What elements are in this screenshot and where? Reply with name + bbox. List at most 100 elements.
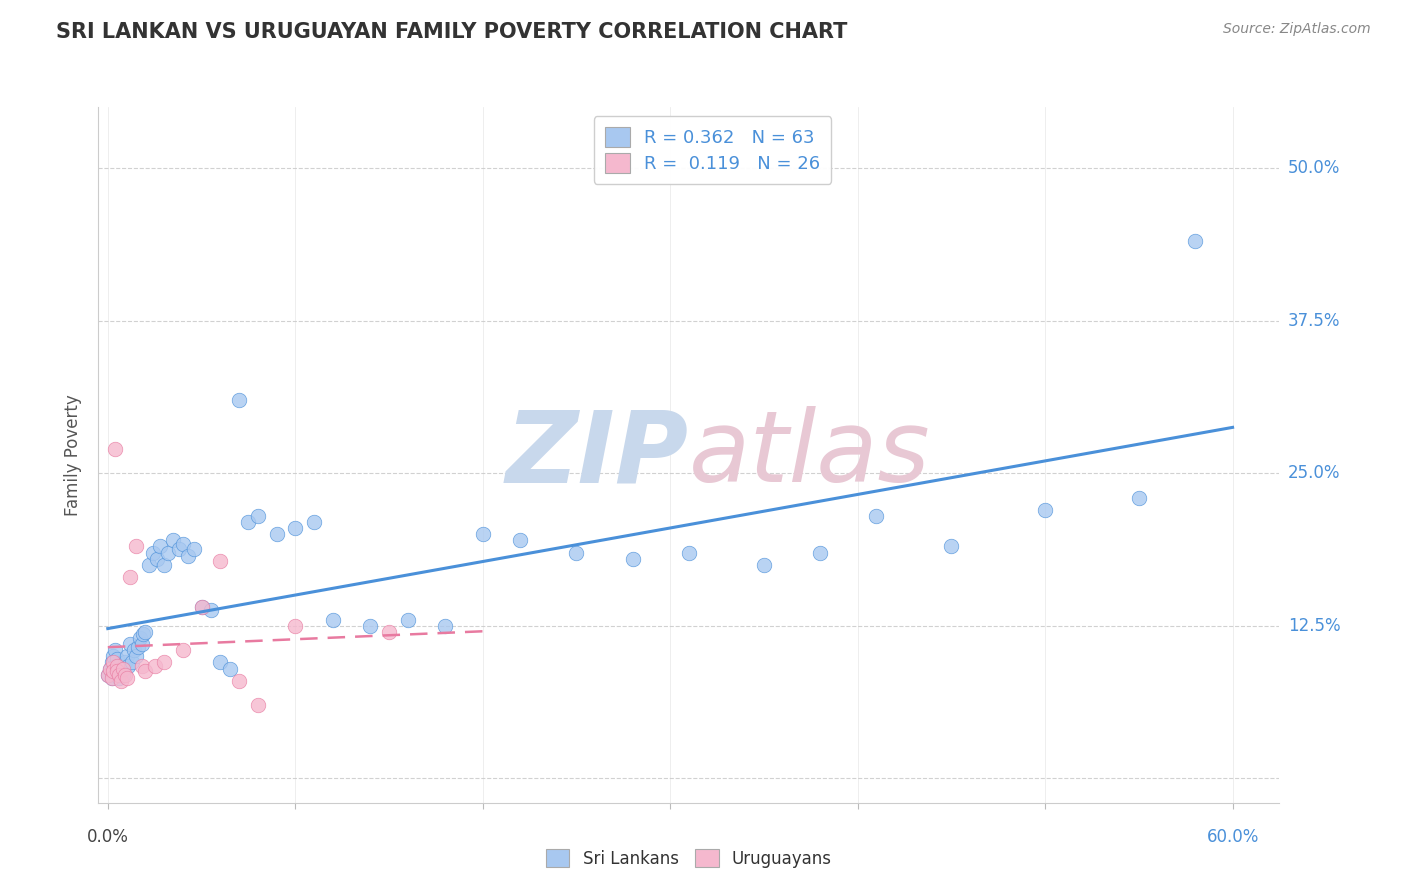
Point: [266, 527, 288, 541]
Point: [103, 664, 125, 678]
Point: [105, 664, 128, 678]
Point: [471, 527, 494, 541]
Point: [100, 656, 122, 670]
Point: [97, 667, 120, 681]
Point: [678, 545, 700, 559]
Point: [238, 515, 260, 529]
Point: [103, 656, 125, 670]
Point: [153, 656, 176, 670]
Text: 25.0%: 25.0%: [1288, 464, 1340, 483]
Point: [128, 631, 150, 645]
Point: [105, 664, 128, 678]
Point: [172, 643, 194, 657]
Point: [509, 533, 531, 548]
Point: [1184, 235, 1206, 249]
Point: [134, 664, 156, 678]
Legend: Sri Lankans, Uruguayans: Sri Lankans, Uruguayans: [540, 842, 838, 874]
Point: [121, 656, 143, 670]
Point: [120, 637, 142, 651]
Point: [1033, 503, 1056, 517]
Point: [284, 521, 307, 535]
Point: [125, 649, 148, 664]
Point: [183, 541, 205, 556]
Point: [110, 661, 132, 675]
Point: [138, 558, 160, 572]
Text: 37.5%: 37.5%: [1288, 311, 1340, 330]
Point: [111, 667, 134, 681]
Point: [114, 656, 136, 670]
Point: [125, 540, 148, 554]
Point: [108, 667, 131, 681]
Point: [162, 533, 184, 548]
Point: [172, 537, 194, 551]
Point: [200, 603, 222, 617]
Point: [134, 624, 156, 639]
Point: [108, 671, 131, 685]
Text: ZIP: ZIP: [506, 407, 689, 503]
Point: [322, 613, 344, 627]
Point: [122, 643, 145, 657]
Point: [190, 600, 212, 615]
Point: [104, 442, 127, 456]
Point: [565, 545, 588, 559]
Point: [434, 619, 457, 633]
Point: [209, 554, 232, 568]
Text: atlas: atlas: [689, 407, 931, 503]
Text: 12.5%: 12.5%: [1288, 616, 1340, 635]
Text: 0.0%: 0.0%: [87, 828, 129, 846]
Point: [100, 671, 122, 685]
Point: [105, 659, 128, 673]
Point: [104, 659, 127, 673]
Point: [752, 558, 775, 572]
Point: [865, 508, 887, 523]
Point: [228, 673, 250, 688]
Point: [131, 637, 153, 651]
Y-axis label: Family Poverty: Family Poverty: [65, 394, 83, 516]
Point: [108, 659, 131, 673]
Point: [120, 570, 142, 584]
Point: [97, 667, 120, 681]
Point: [111, 661, 134, 675]
Text: 50.0%: 50.0%: [1288, 159, 1340, 178]
Point: [104, 643, 127, 657]
Point: [131, 659, 153, 673]
Point: [100, 671, 122, 685]
Point: [105, 652, 128, 666]
Point: [209, 656, 232, 670]
Point: [98, 661, 121, 675]
Point: [98, 661, 121, 675]
Point: [145, 551, 167, 566]
Point: [302, 515, 325, 529]
Text: Source: ZipAtlas.com: Source: ZipAtlas.com: [1223, 22, 1371, 37]
Point: [218, 661, 240, 675]
Point: [621, 551, 644, 566]
Point: [808, 545, 831, 559]
Point: [115, 649, 138, 664]
Point: [110, 673, 132, 688]
Point: [117, 659, 139, 673]
Point: [378, 624, 401, 639]
Point: [149, 540, 172, 554]
Point: [359, 619, 381, 633]
Text: 60.0%: 60.0%: [1206, 828, 1258, 846]
Point: [177, 549, 200, 564]
Point: [1128, 491, 1150, 505]
Point: [103, 649, 125, 664]
Point: [132, 627, 155, 641]
Point: [114, 667, 136, 681]
Point: [396, 613, 419, 627]
Point: [246, 508, 269, 523]
Point: [941, 540, 963, 554]
Point: [142, 545, 165, 559]
Point: [153, 558, 176, 572]
Point: [190, 600, 212, 615]
Point: [228, 392, 250, 407]
Point: [167, 541, 190, 556]
Point: [284, 619, 307, 633]
Point: [143, 659, 166, 673]
Point: [156, 545, 179, 559]
Point: [115, 671, 138, 685]
Point: [246, 698, 269, 713]
Point: [127, 640, 149, 654]
Text: SRI LANKAN VS URUGUAYAN FAMILY POVERTY CORRELATION CHART: SRI LANKAN VS URUGUAYAN FAMILY POVERTY C…: [56, 22, 848, 42]
